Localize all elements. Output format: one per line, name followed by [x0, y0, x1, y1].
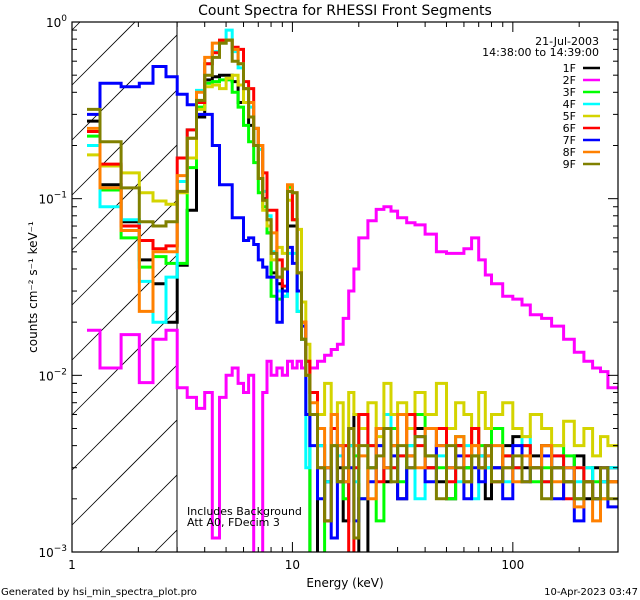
legend-label-9F: 9F	[563, 158, 576, 171]
series-9F-line	[87, 38, 618, 540]
plot-frame	[71, 21, 619, 553]
hatch-line	[71, 254, 178, 361]
hatch-line	[154, 529, 178, 553]
footer-generated-by: Generated by hsi_min_spectra_plot.pro	[1, 587, 197, 598]
y-tick-label: 10−2	[38, 367, 67, 383]
legend-label-2F: 2F	[563, 74, 576, 87]
x-tick-label: 1	[68, 558, 76, 572]
legend-time-range: 14:38:00 to 14:39:00	[482, 46, 599, 59]
legend-label-1F: 1F	[563, 62, 576, 75]
x-axis-label: Energy (keV)	[306, 576, 383, 590]
hatch-line	[99, 474, 178, 553]
legend-label-6F: 6F	[563, 122, 576, 135]
y-tick-label: 10−3	[38, 544, 67, 560]
series-group	[87, 28, 618, 552]
y-tick-label: 100	[46, 14, 67, 30]
axis-ticks: 1 10 100 100 10−1 10−2 10−3	[38, 14, 619, 572]
hatch-line	[71, 89, 178, 196]
hatch-line	[71, 364, 178, 471]
hatch-line	[71, 21, 81, 31]
background-hatch-region	[71, 21, 178, 553]
y-axis-label: counts cm⁻² s⁻¹ keV⁻¹	[26, 221, 40, 353]
hatch-line	[71, 144, 178, 251]
x-tick-label: 10	[285, 558, 300, 572]
hatch-line	[71, 21, 136, 86]
legend-label-7F: 7F	[563, 134, 576, 147]
hatch-line	[71, 199, 178, 306]
legend-label-3F: 3F	[563, 86, 576, 99]
annotation-attenuator: Att A0, FDecim 3	[187, 516, 280, 529]
chart-title: Count Spectra for RHESSI Front Segments	[198, 3, 492, 19]
x-tick-label: 100	[501, 558, 524, 572]
y-tick-label: 10−1	[38, 191, 67, 207]
hatch-line	[71, 309, 178, 416]
series-2F-line	[87, 205, 618, 552]
legend-label-8F: 8F	[563, 146, 576, 159]
annotation-background: Includes Background	[187, 505, 302, 518]
legend-date: 21-Jul-2003	[535, 35, 599, 48]
legend-label-5F: 5F	[563, 110, 576, 123]
legend-label-4F: 4F	[563, 98, 576, 111]
hatch-line	[71, 419, 178, 526]
footer-timestamp: 10-Apr-2023 03:47	[544, 587, 638, 598]
